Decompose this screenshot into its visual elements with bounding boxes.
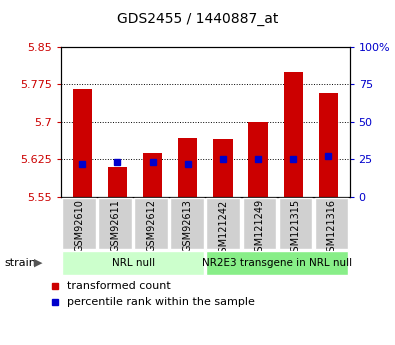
- Bar: [314, 198, 348, 249]
- Bar: [207, 252, 348, 275]
- Bar: [207, 198, 241, 249]
- Text: GSM121242: GSM121242: [218, 199, 228, 258]
- Text: GSM92613: GSM92613: [182, 199, 192, 252]
- Bar: [73, 89, 92, 197]
- Bar: [62, 252, 204, 275]
- Bar: [108, 167, 127, 197]
- Text: GDS2455 / 1440887_at: GDS2455 / 1440887_at: [117, 12, 278, 26]
- Bar: [284, 72, 303, 197]
- Bar: [178, 138, 198, 197]
- Text: GSM121249: GSM121249: [254, 199, 265, 258]
- Text: GSM92611: GSM92611: [110, 199, 120, 252]
- Bar: [319, 92, 338, 197]
- Text: strain: strain: [4, 258, 36, 268]
- Bar: [143, 152, 162, 197]
- Text: GSM121315: GSM121315: [290, 199, 301, 258]
- Text: GSM121316: GSM121316: [327, 199, 337, 258]
- Bar: [278, 198, 312, 249]
- Bar: [134, 198, 168, 249]
- Bar: [213, 139, 233, 197]
- Bar: [243, 198, 276, 249]
- Bar: [170, 198, 204, 249]
- Bar: [248, 122, 268, 197]
- Text: transformed count: transformed count: [68, 281, 171, 291]
- Text: GSM92612: GSM92612: [146, 199, 156, 252]
- Text: percentile rank within the sample: percentile rank within the sample: [68, 297, 255, 307]
- Text: ▶: ▶: [34, 258, 42, 268]
- Text: NRL null: NRL null: [112, 258, 155, 268]
- Bar: [98, 198, 132, 249]
- Text: NR2E3 transgene in NRL null: NR2E3 transgene in NRL null: [202, 258, 353, 268]
- Bar: [62, 198, 96, 249]
- Text: GSM92610: GSM92610: [74, 199, 84, 252]
